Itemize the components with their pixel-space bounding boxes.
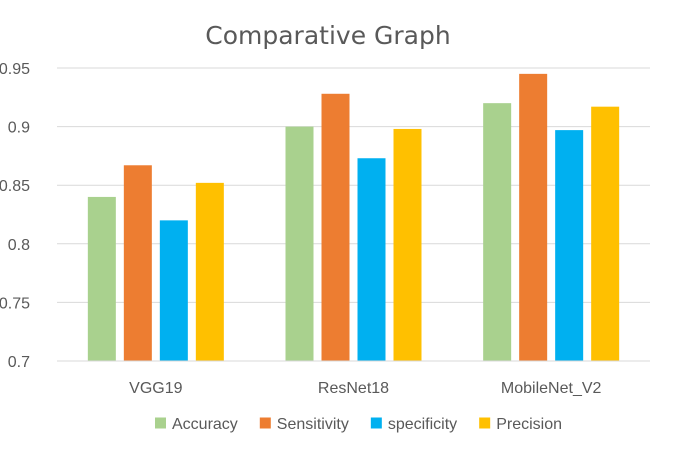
x-tick-label: MobileNet_V2 <box>501 380 602 397</box>
legend-label: specificity <box>388 416 457 433</box>
legend-label: Precision <box>496 416 562 433</box>
bar-accuracy-vgg19 <box>87 196 116 361</box>
x-axis-ticks: VGG19 ResNet18 MobileNet_V2 <box>129 380 601 397</box>
legend-swatch <box>479 417 491 429</box>
bar-specificity-resnet18 <box>357 158 386 361</box>
bar-specificity-vgg19 <box>159 220 188 361</box>
chart-title: Comparative Graph <box>205 21 450 50</box>
bar-sensitivity-mobilenet-v2 <box>519 73 548 362</box>
legend-swatch <box>259 417 271 429</box>
y-tick-label: 0.85 <box>0 178 30 195</box>
legend-label: Sensitivity <box>277 416 349 433</box>
bar-precision-resnet18 <box>393 128 422 361</box>
bar-accuracy-resnet18 <box>285 126 314 361</box>
legend-item-sensitivity: Sensitivity <box>259 416 349 433</box>
bars <box>87 73 620 362</box>
legend-item-specificity: specificity <box>370 416 457 433</box>
legend-item-accuracy: Accuracy <box>155 416 238 433</box>
y-tick-label: 0.9 <box>8 120 30 137</box>
bar-precision-mobilenet-v2 <box>591 106 620 362</box>
y-tick-label: 0.75 <box>0 295 30 312</box>
y-tick-label: 0.8 <box>8 237 30 254</box>
legend-swatch <box>155 417 166 429</box>
bar-precision-vgg19 <box>195 182 224 361</box>
bar-sensitivity-vgg19 <box>123 165 152 361</box>
gridlines <box>57 67 650 303</box>
bar-specificity-mobilenet-v2 <box>555 130 584 361</box>
bar-accuracy-mobilenet-v2 <box>483 103 512 361</box>
legend-label: Accuracy <box>172 416 238 433</box>
y-axis-ticks: 0.7 0.75 0.8 0.85 0.9 0.95 <box>0 61 30 371</box>
legend-item-precision: Precision <box>479 416 562 433</box>
y-tick-label: 0.95 <box>0 61 30 78</box>
x-tick-label: VGG19 <box>129 380 182 397</box>
bar-sensitivity-resnet18 <box>321 93 350 361</box>
legend-swatch <box>370 417 382 429</box>
legend: Accuracy Sensitivity specificity Precision <box>155 416 562 433</box>
x-tick-label: ResNet18 <box>318 380 389 397</box>
y-tick-label: 0.7 <box>8 354 30 371</box>
